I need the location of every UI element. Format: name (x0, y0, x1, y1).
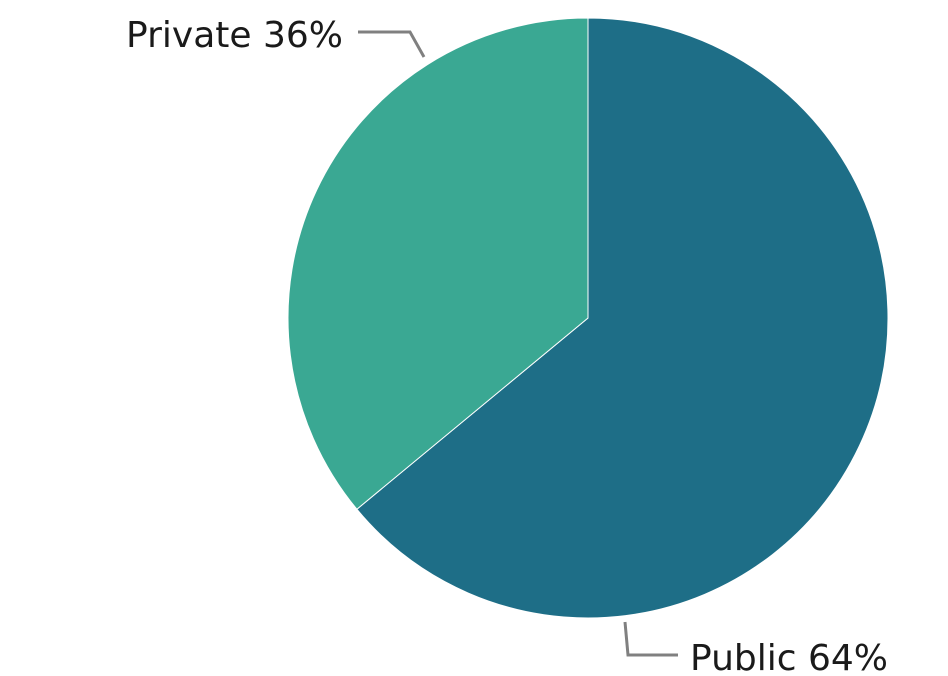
slice-label-public: Public 64% (690, 638, 888, 676)
leader-line-private (358, 30, 426, 58)
slice-label-private: Private 36% (126, 15, 343, 56)
pie-slice-public (356, 17, 889, 619)
pie-labels: Public 64% Private 36% (126, 15, 888, 676)
leader-line-public (623, 621, 678, 657)
pie-slice-private (287, 17, 589, 510)
pie-slices (287, 17, 889, 619)
